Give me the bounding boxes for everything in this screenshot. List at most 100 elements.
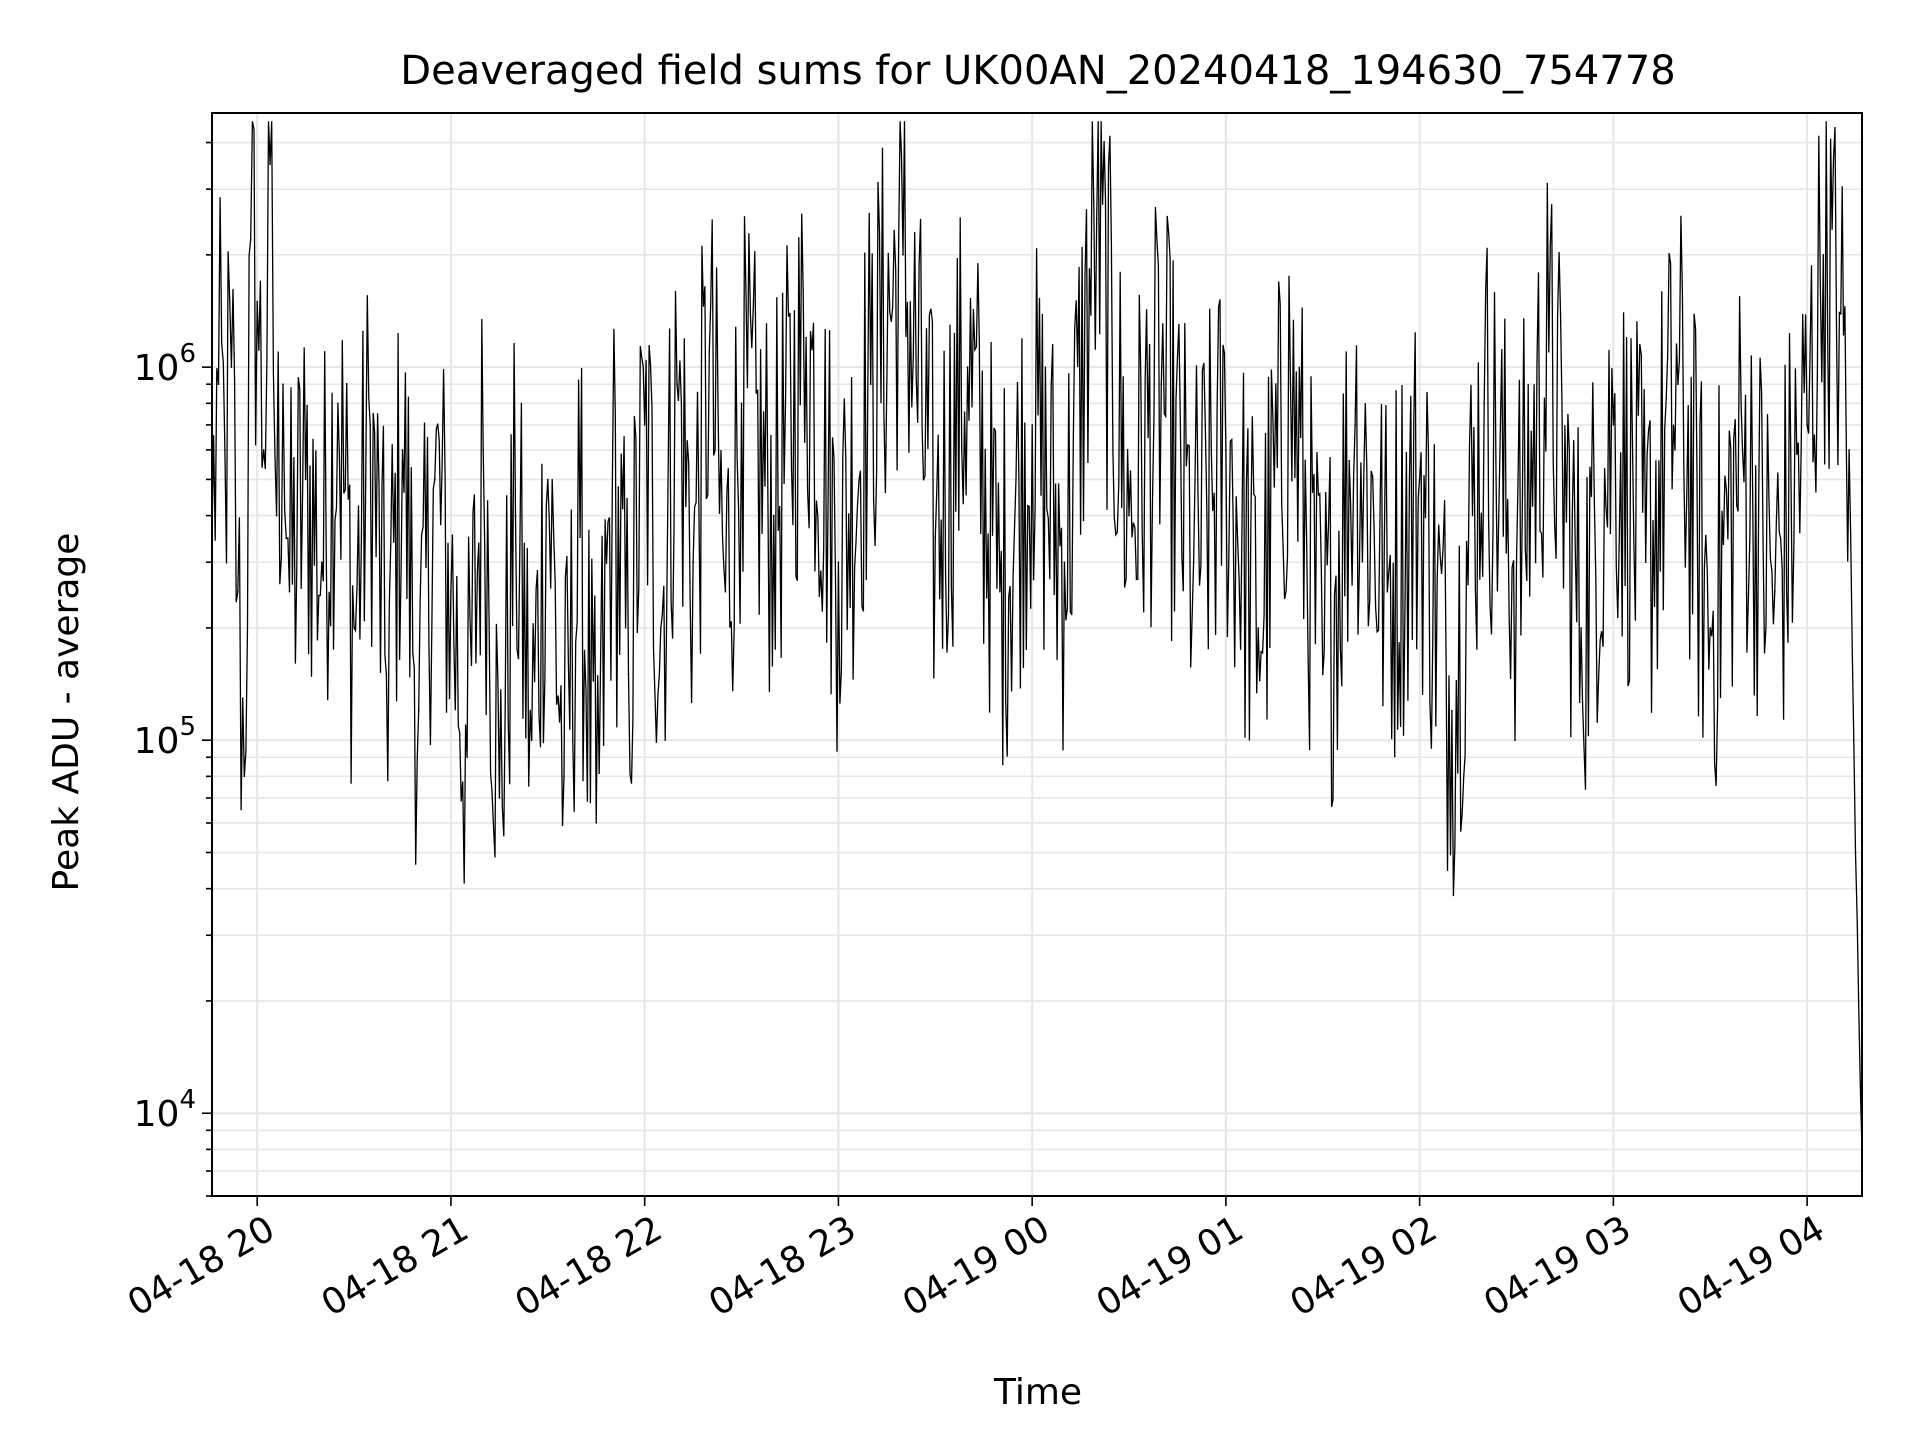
data-point xyxy=(1160,383,1163,386)
data-point xyxy=(611,478,614,481)
x-axis-label: Time xyxy=(993,1372,1082,1413)
data-point xyxy=(230,366,233,368)
data-point xyxy=(966,366,969,368)
data-point xyxy=(237,590,239,593)
data-point xyxy=(676,383,678,386)
data-point xyxy=(1289,383,1292,386)
data-point xyxy=(547,478,549,481)
data-point xyxy=(337,402,339,405)
data-point xyxy=(1822,254,1825,256)
data-point xyxy=(417,709,420,712)
data-point xyxy=(450,590,452,593)
data-point xyxy=(643,424,646,426)
data-point xyxy=(217,383,220,386)
data-point xyxy=(692,561,694,563)
data-point xyxy=(466,756,468,759)
data-point xyxy=(288,590,291,593)
data-point xyxy=(498,797,501,799)
data-point xyxy=(660,627,662,629)
data-point xyxy=(243,775,246,778)
series-group xyxy=(211,121,1863,1151)
data-point xyxy=(563,775,565,778)
data-point xyxy=(1128,514,1130,517)
data-point xyxy=(282,383,284,386)
data-point xyxy=(1848,449,1850,451)
data-point xyxy=(1548,350,1550,353)
data-point xyxy=(1483,402,1485,405)
data-point xyxy=(1418,478,1421,481)
data-point xyxy=(1774,590,1776,593)
data-point xyxy=(1095,217,1098,220)
data-point xyxy=(724,590,727,593)
data-point xyxy=(1838,311,1841,314)
y-tick-label: 105 xyxy=(134,712,196,762)
data-point xyxy=(1580,627,1582,629)
data-point xyxy=(708,350,711,353)
data-point xyxy=(1257,627,1259,629)
data-point xyxy=(1709,627,1711,629)
data-point xyxy=(1451,709,1453,712)
data-point xyxy=(999,590,1001,593)
data-point xyxy=(249,238,252,241)
y-tick-label: 106 xyxy=(134,339,196,389)
data-point xyxy=(1515,561,1518,563)
data-point xyxy=(934,536,937,538)
y-axis-ticks: 104 105 106 xyxy=(134,141,212,1197)
y-gridlines xyxy=(212,141,1862,1197)
x-tick-label: 04-19 01 xyxy=(1090,1208,1251,1324)
x-tick-label: 04-19 00 xyxy=(896,1208,1057,1324)
data-point xyxy=(275,514,278,517)
data-point xyxy=(902,254,904,256)
x-tick-label: 04-18 21 xyxy=(315,1208,476,1324)
data-point xyxy=(321,561,323,563)
data-point xyxy=(1644,561,1647,563)
data-point xyxy=(1063,561,1066,563)
data-point xyxy=(595,822,597,824)
x-gridlines xyxy=(256,113,1809,1196)
data-point xyxy=(1741,449,1744,451)
data-point xyxy=(256,300,259,303)
x-tick-label: 04-18 23 xyxy=(702,1208,863,1324)
data-point xyxy=(353,627,355,629)
data-point xyxy=(304,478,307,481)
data-point xyxy=(1225,449,1227,451)
data-point xyxy=(369,424,372,426)
x-axis-ticks: 04-18 20 04-18 21 04-18 22 04-18 23 04-19 00… xyxy=(121,1196,1832,1325)
data-point xyxy=(1322,673,1324,676)
data-point xyxy=(1612,424,1615,426)
data-point xyxy=(224,449,226,451)
data-point xyxy=(627,673,630,676)
data-point xyxy=(773,514,775,517)
x-tick-label: 04-19 03 xyxy=(1477,1208,1638,1324)
data-point xyxy=(269,163,271,165)
data-point xyxy=(740,402,743,405)
data-point xyxy=(434,478,436,481)
data-point xyxy=(1386,590,1389,593)
data-point xyxy=(514,514,517,517)
data-point xyxy=(805,336,807,339)
data-point xyxy=(530,739,533,741)
x-tick-label: 04-19 02 xyxy=(1283,1208,1444,1324)
x-tick-label: 04-18 22 xyxy=(509,1208,670,1324)
data-point xyxy=(262,449,265,451)
y-axis-label: Peak ADU - average xyxy=(46,533,87,892)
data-point xyxy=(385,673,388,676)
data-point xyxy=(1854,851,1857,854)
series-line xyxy=(211,121,1863,1150)
data-point xyxy=(1354,424,1356,426)
data-point xyxy=(1677,383,1679,386)
x-tick-label: 04-18 20 xyxy=(121,1208,282,1324)
data-point xyxy=(837,561,840,563)
data-point xyxy=(1806,424,1808,426)
plot-frame xyxy=(211,112,1863,1197)
data-point xyxy=(1192,561,1195,563)
data-point xyxy=(1031,424,1033,426)
data-point xyxy=(401,449,404,451)
chart-title: Deaveraged field sums for UK00AN_2024041… xyxy=(400,48,1675,94)
x-tick-label: 04-19 04 xyxy=(1671,1208,1832,1324)
y-tick-label: 104 xyxy=(134,1085,196,1135)
data-point xyxy=(579,536,581,538)
data-point xyxy=(869,383,872,386)
